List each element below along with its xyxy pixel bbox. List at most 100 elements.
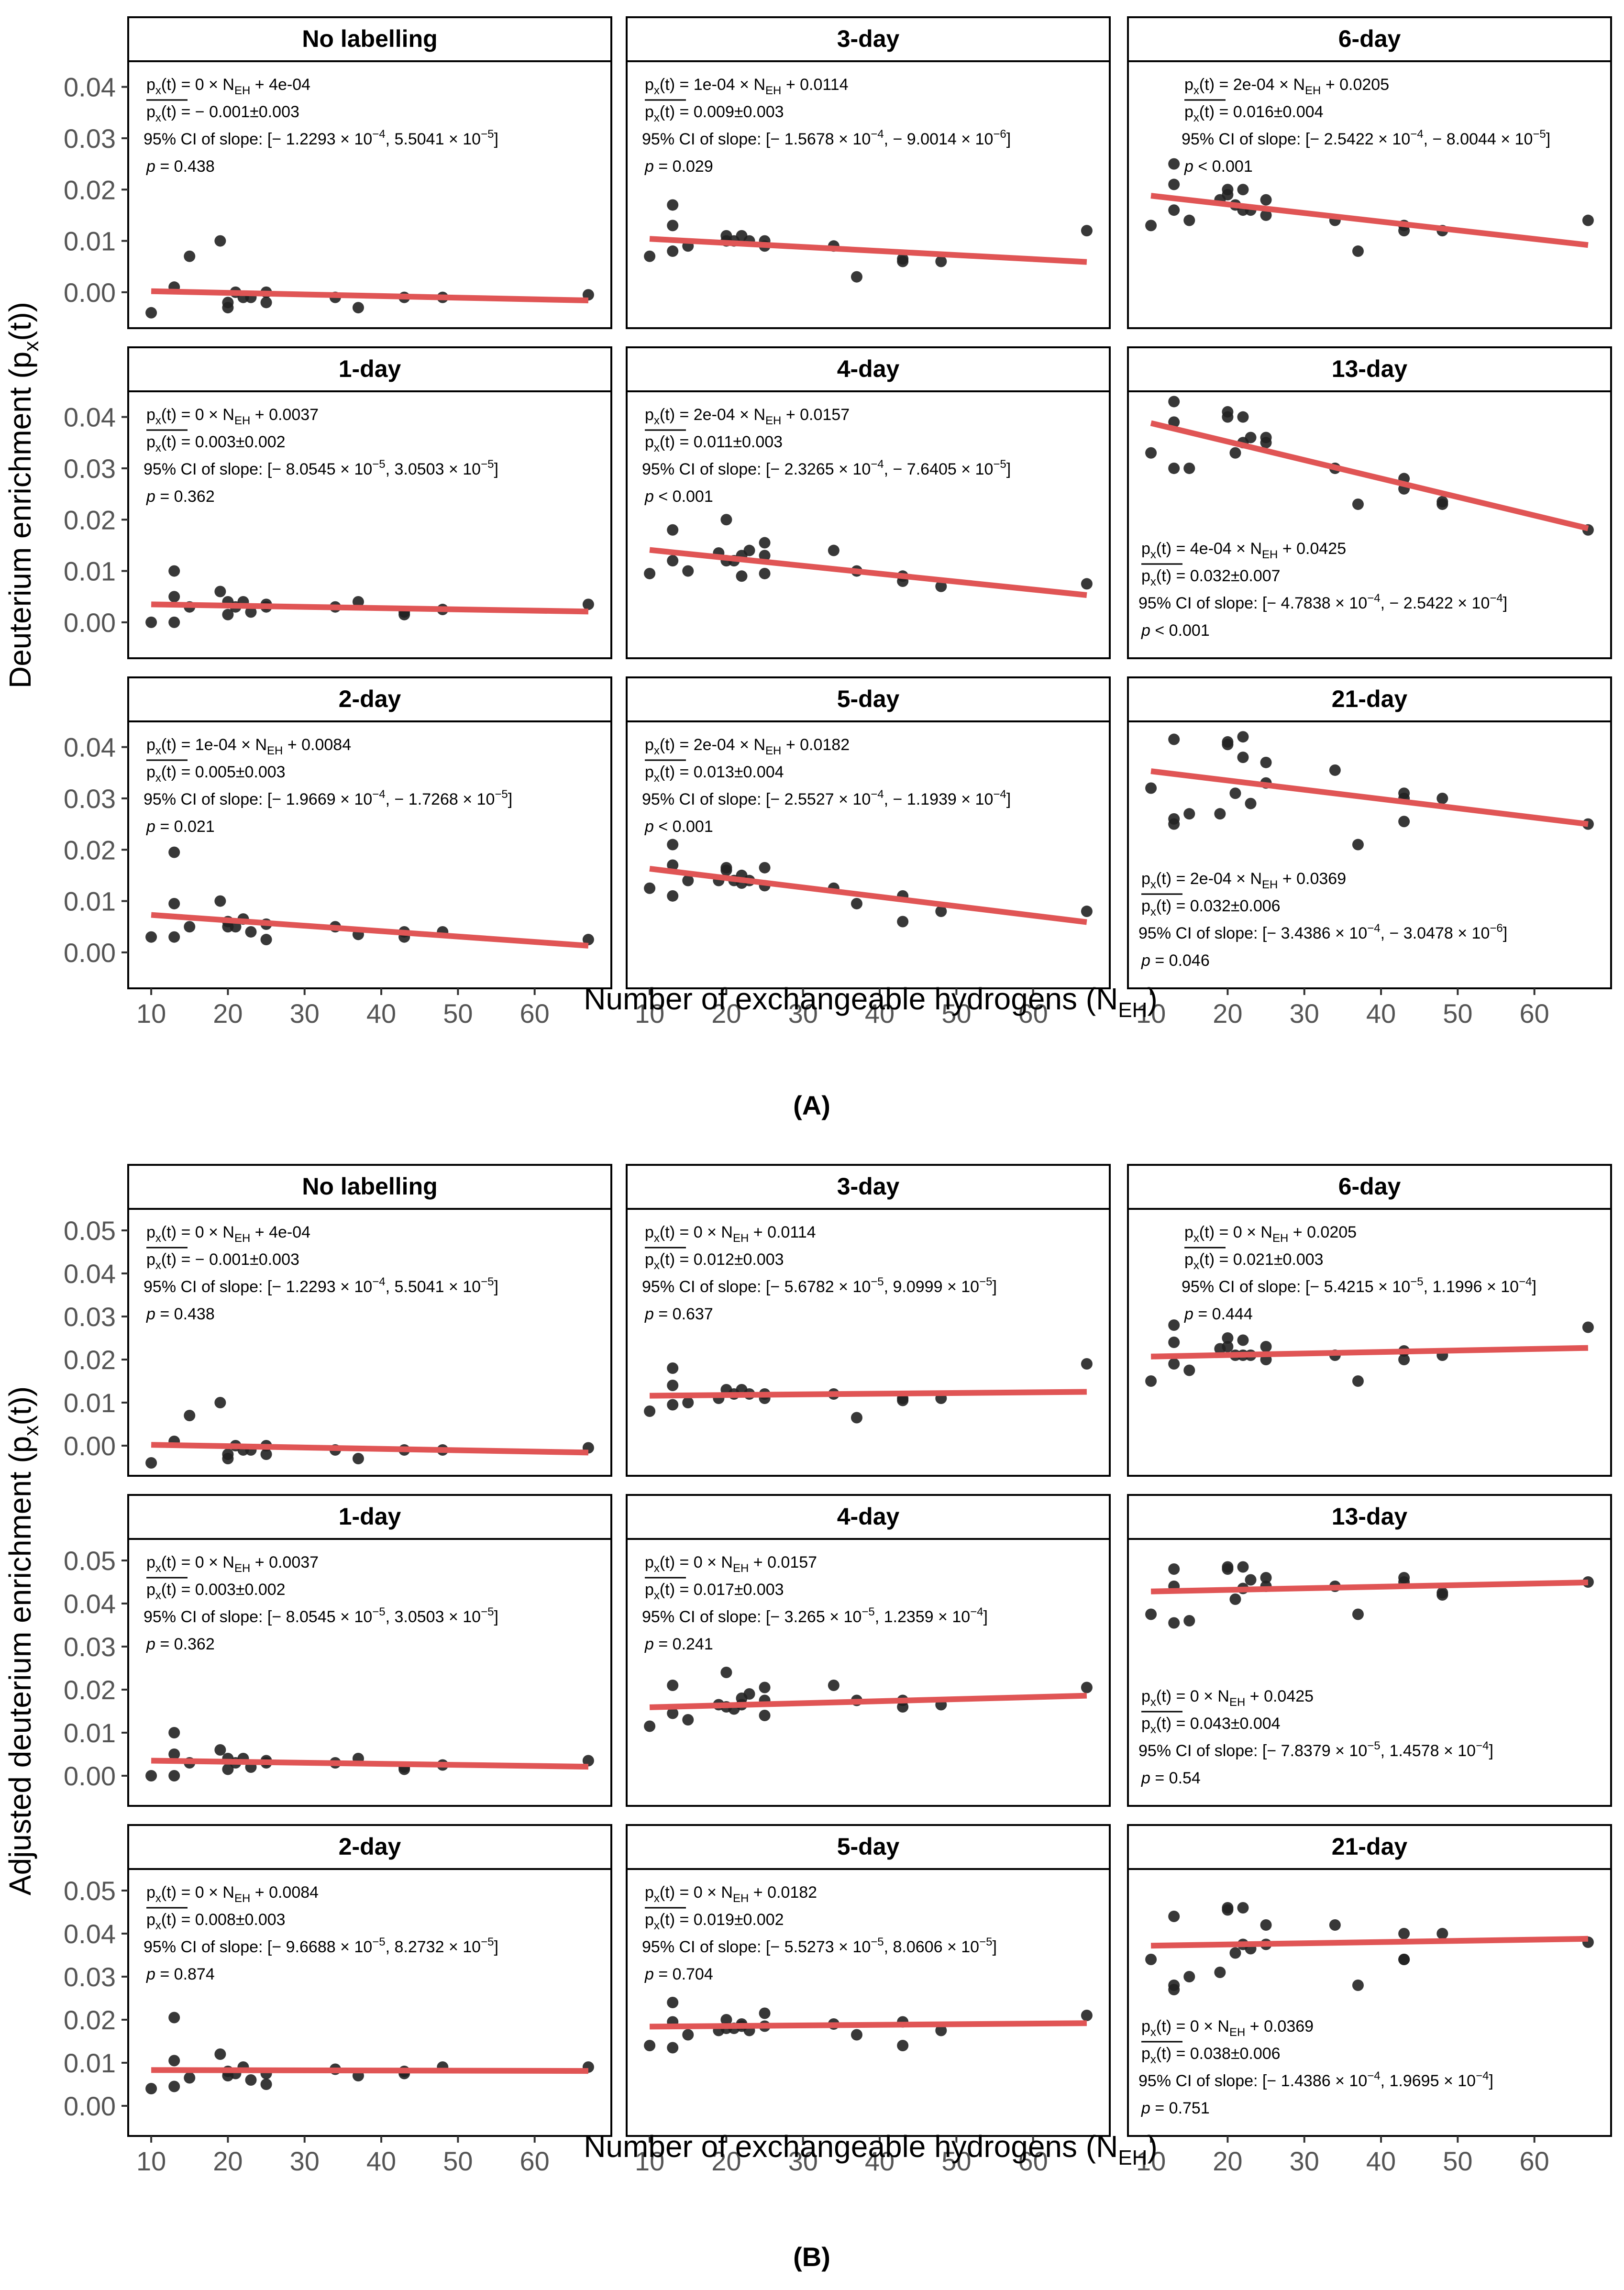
- text-span: , − 9.0014 × 10: [884, 130, 994, 148]
- text-span: 95% CI of slope: [− 1.9669 × 10: [144, 790, 372, 808]
- text-span: , 1.1996 × 10: [1424, 1278, 1519, 1296]
- text-span: ]: [1489, 2072, 1493, 2090]
- text-span: , 5.5041 × 10: [386, 1278, 481, 1296]
- text-span: (t): [1199, 1250, 1215, 1269]
- data-point: [352, 1453, 364, 1464]
- x-tick-label: 60: [1520, 2146, 1549, 2176]
- facet-title: 13-day: [1332, 1503, 1408, 1530]
- text-span: x: [1193, 1232, 1199, 1245]
- text-span: p: [645, 1883, 654, 1902]
- data-point: [720, 1667, 732, 1678]
- text-span: ]: [1532, 1278, 1536, 1296]
- regression-equation: px(t) = 0 × NEH + 0.0369: [1141, 2017, 1314, 2039]
- x-axis-title: Number of exchangeable hydrogens (NEH): [584, 2129, 1158, 2169]
- data-point: [145, 616, 157, 628]
- slope-ci: 95% CI of slope: [− 8.0545 × 10−5, 3.050…: [144, 1605, 498, 1626]
- text-span: = 0.362: [155, 487, 215, 506]
- x-tick-label: 40: [366, 2146, 396, 2176]
- text-span: = 0.444: [1193, 1305, 1253, 1323]
- text-span: (t) = 0 × N: [161, 1223, 234, 1241]
- data-point: [759, 567, 771, 579]
- text-span: ]: [1546, 130, 1550, 148]
- data-point: [222, 1453, 234, 1464]
- text-span: p: [644, 1305, 654, 1323]
- text-span: + 4e-04: [250, 76, 310, 94]
- text-span: (t) = 4e-04 × N: [1156, 540, 1262, 558]
- text-span: −5: [862, 1605, 874, 1618]
- text-span: p: [146, 103, 155, 121]
- mean-value: px(t) = 0.032±0.006: [1141, 897, 1281, 918]
- y-tick-label: 0.00: [64, 938, 116, 968]
- y-tick-label: 0.03: [64, 1632, 116, 1662]
- facet-title: 1-day: [339, 355, 401, 382]
- text-span: p: [1141, 567, 1150, 585]
- data-point: [1222, 184, 1234, 196]
- text-span: EH: [733, 1232, 749, 1245]
- data-point: [1168, 1337, 1180, 1348]
- text-span: x: [155, 772, 161, 785]
- text-span: −5: [1533, 128, 1546, 141]
- text-span: p: [1141, 897, 1150, 915]
- x-tick-label: 50: [941, 2146, 971, 2176]
- data-point: [1168, 1319, 1180, 1331]
- text-span: + 0.0114: [749, 1223, 816, 1241]
- text-span: + 4e-04: [250, 1223, 310, 1241]
- text-span: (t) = 1e-04 × N: [161, 736, 267, 754]
- text-span: −4: [1519, 1275, 1532, 1288]
- data-point: [935, 2024, 947, 2036]
- x-tick-label: 40: [865, 2146, 895, 2176]
- data-point: [935, 255, 947, 267]
- text-span: 95% CI of slope: [− 2.5422 × 10: [1182, 130, 1410, 148]
- regression-line: [151, 1758, 588, 1770]
- data-point: [667, 1380, 679, 1391]
- text-span: + 0.0037: [250, 1553, 319, 1571]
- data-point: [1245, 1574, 1257, 1586]
- data-point: [260, 2079, 272, 2090]
- data-point: [222, 302, 234, 314]
- text-span: (t) = 0 × N: [1156, 2017, 1229, 2036]
- text-span: = 0.046: [1150, 951, 1210, 970]
- data-point: [1183, 462, 1195, 474]
- text-span: (t): [161, 1911, 177, 1929]
- regression-equation: px(t) = 0 × NEH + 0.0182: [645, 1883, 817, 1905]
- x-axis-title: Number of exchangeable hydrogens (NEH): [584, 982, 1158, 1022]
- text-span: 95% CI of slope: [− 3.4386 × 10: [1138, 924, 1367, 942]
- data-point: [1168, 396, 1180, 408]
- text-span: p: [645, 1250, 654, 1269]
- data-point: [245, 606, 257, 618]
- plot-panel: [626, 720, 1111, 989]
- text-span: −5: [481, 458, 494, 471]
- data-point: [168, 565, 180, 577]
- x-tick-label: 20: [711, 2146, 741, 2176]
- text-span: x: [155, 442, 161, 454]
- text-span: x: [20, 1426, 43, 1436]
- data-point: [667, 220, 679, 232]
- text-span: −5: [481, 128, 494, 141]
- regression-equation: px(t) = 0 × NEH + 0.0157: [645, 1553, 817, 1575]
- text-span: = 0.751: [1150, 2099, 1210, 2117]
- p-value: p = 0.444: [1184, 1305, 1253, 1323]
- text-span: p: [146, 1965, 155, 1983]
- data-point: [1436, 1928, 1448, 1939]
- text-span: = 0.003±0.002: [177, 433, 286, 451]
- p-value: p < 0.001: [1184, 157, 1253, 176]
- text-span: = 0.019±0.002: [675, 1911, 784, 1929]
- y-axis-title: Adjusted deuterium enrichment (px(t)): [3, 1386, 43, 1895]
- facet-strip: [1127, 676, 1612, 722]
- text-span: p: [1184, 1305, 1193, 1323]
- data-point: [214, 1744, 226, 1756]
- x-tick-label: 10: [136, 998, 166, 1029]
- text-span: −5: [495, 788, 508, 801]
- data-point: [184, 1410, 196, 1421]
- facet-title: 5-day: [837, 1833, 900, 1860]
- data-point: [644, 1405, 656, 1417]
- panel-label: (B): [793, 2242, 830, 2272]
- text-span: p: [146, 1305, 155, 1323]
